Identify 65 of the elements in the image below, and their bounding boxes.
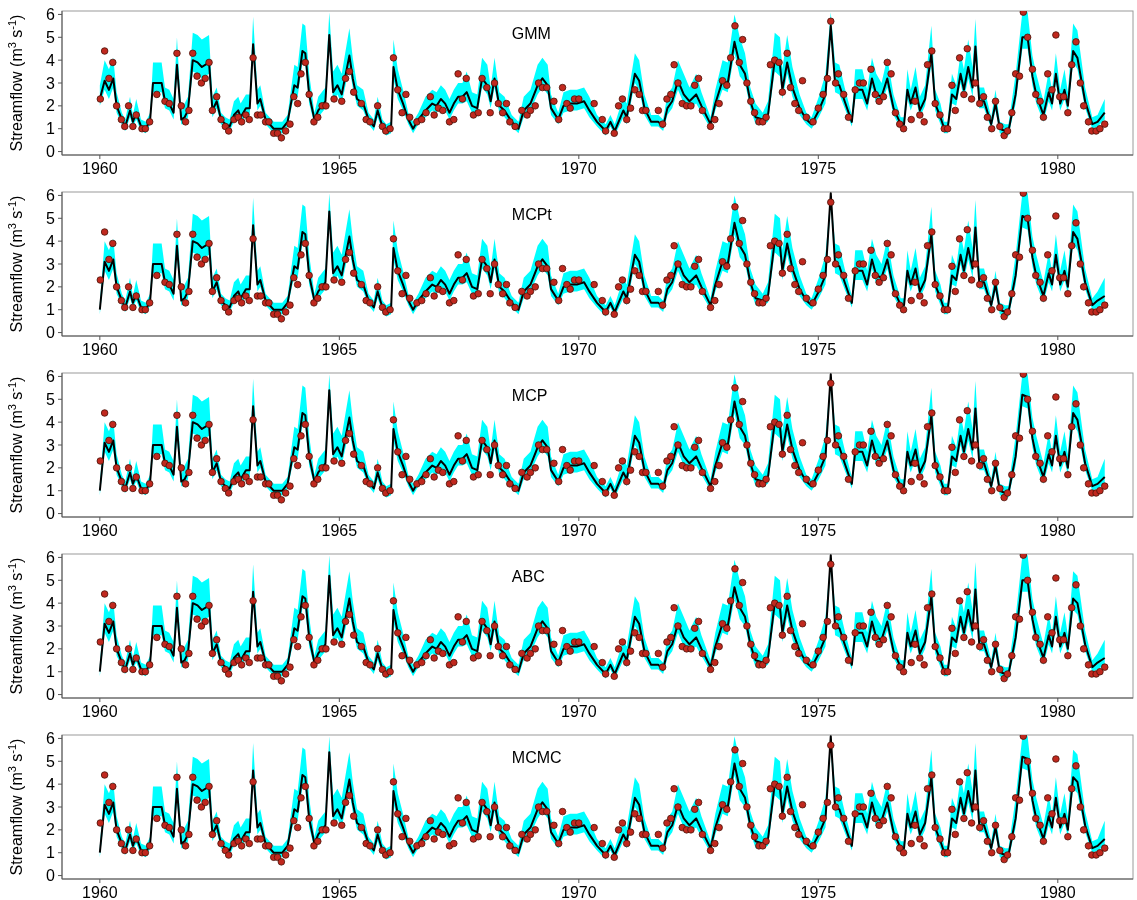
y-tick-label: 5 (46, 209, 56, 227)
y-tick-label: 4 (46, 413, 56, 431)
x-tick-label: 1975 (800, 160, 837, 177)
y-tick-label: 3 (46, 255, 56, 273)
x-tick-label: 1970 (561, 522, 597, 539)
x-tick-label: 1965 (321, 160, 358, 177)
x-tick-label: 1960 (82, 522, 118, 539)
y-tick-label: 4 (46, 594, 56, 612)
x-tick-label: 1960 (82, 884, 118, 900)
x-tick-label: 1965 (321, 341, 358, 358)
y-tick-label: 5 (46, 571, 56, 589)
y-tick-label: 6 (46, 730, 56, 748)
y-tick-label: 0 (46, 686, 56, 704)
y-tick-label: 3 (46, 617, 56, 635)
y-tick-label: 1 (46, 663, 56, 681)
y-tick-label: 5 (46, 752, 56, 770)
y-tick-label: 6 (46, 187, 56, 205)
x-tick-label: 1975 (800, 341, 837, 358)
x-tick-label: 1980 (1040, 703, 1076, 720)
x-tick-label: 1980 (1040, 884, 1076, 900)
x-tick-label: 1980 (1040, 522, 1076, 539)
y-tick-label: 1 (46, 120, 56, 138)
y-tick-label: 2 (46, 97, 56, 115)
y-tick-label: 6 (46, 368, 56, 386)
y-tick-label: 3 (46, 74, 56, 92)
x-tick-label: 1975 (800, 522, 837, 539)
y-tick-label: 1 (46, 482, 56, 500)
x-tick-label: 1975 (800, 884, 837, 900)
x-tick-label: 1970 (561, 884, 597, 900)
annotation: MCPt (511, 206, 553, 223)
y-tick-label: 6 (46, 549, 56, 567)
x-tick-label: 1980 (1040, 160, 1076, 177)
y-tick-label: 3 (46, 436, 56, 454)
x-tick-label: 1960 (82, 160, 118, 177)
y-tick-label: 5 (46, 28, 56, 46)
y-tick-label: 2 (46, 459, 56, 477)
y-tick-label: 4 (46, 232, 56, 250)
y-tick-label: 4 (46, 775, 56, 793)
y-tick-label: 5 (46, 390, 56, 408)
x-tick-label: 1965 (321, 703, 358, 720)
x-tick-label: 1965 (321, 522, 358, 539)
annotation: MCP (511, 387, 548, 404)
y-tick-label: 0 (46, 324, 56, 342)
y-tick-label: 1 (46, 844, 56, 862)
y-tick-label: 2 (46, 278, 56, 296)
y-tick-label: 0 (46, 143, 56, 161)
x-tick-label: 1970 (561, 341, 597, 358)
x-tick-label: 1960 (82, 341, 118, 358)
annotation: ABC (511, 568, 545, 585)
y-tick-label: 1 (46, 301, 56, 319)
x-tick-label: 1960 (82, 703, 118, 720)
x-tick-label: 1965 (321, 884, 358, 900)
y-tick-label: 6 (46, 6, 56, 24)
annotation: GMM (511, 25, 551, 42)
x-tick-label: 1980 (1040, 341, 1076, 358)
annotation: MCMC (511, 749, 562, 766)
x-tick-label: 1970 (561, 160, 597, 177)
y-tick-label: 3 (46, 798, 56, 816)
y-tick-label: 0 (46, 505, 56, 523)
x-tick-label: 1975 (800, 703, 837, 720)
x-tick-label: 1970 (561, 703, 597, 720)
y-tick-label: 4 (46, 51, 56, 69)
y-tick-label: 2 (46, 640, 56, 658)
y-tick-label: 2 (46, 821, 56, 839)
y-tick-label: 0 (46, 867, 56, 885)
